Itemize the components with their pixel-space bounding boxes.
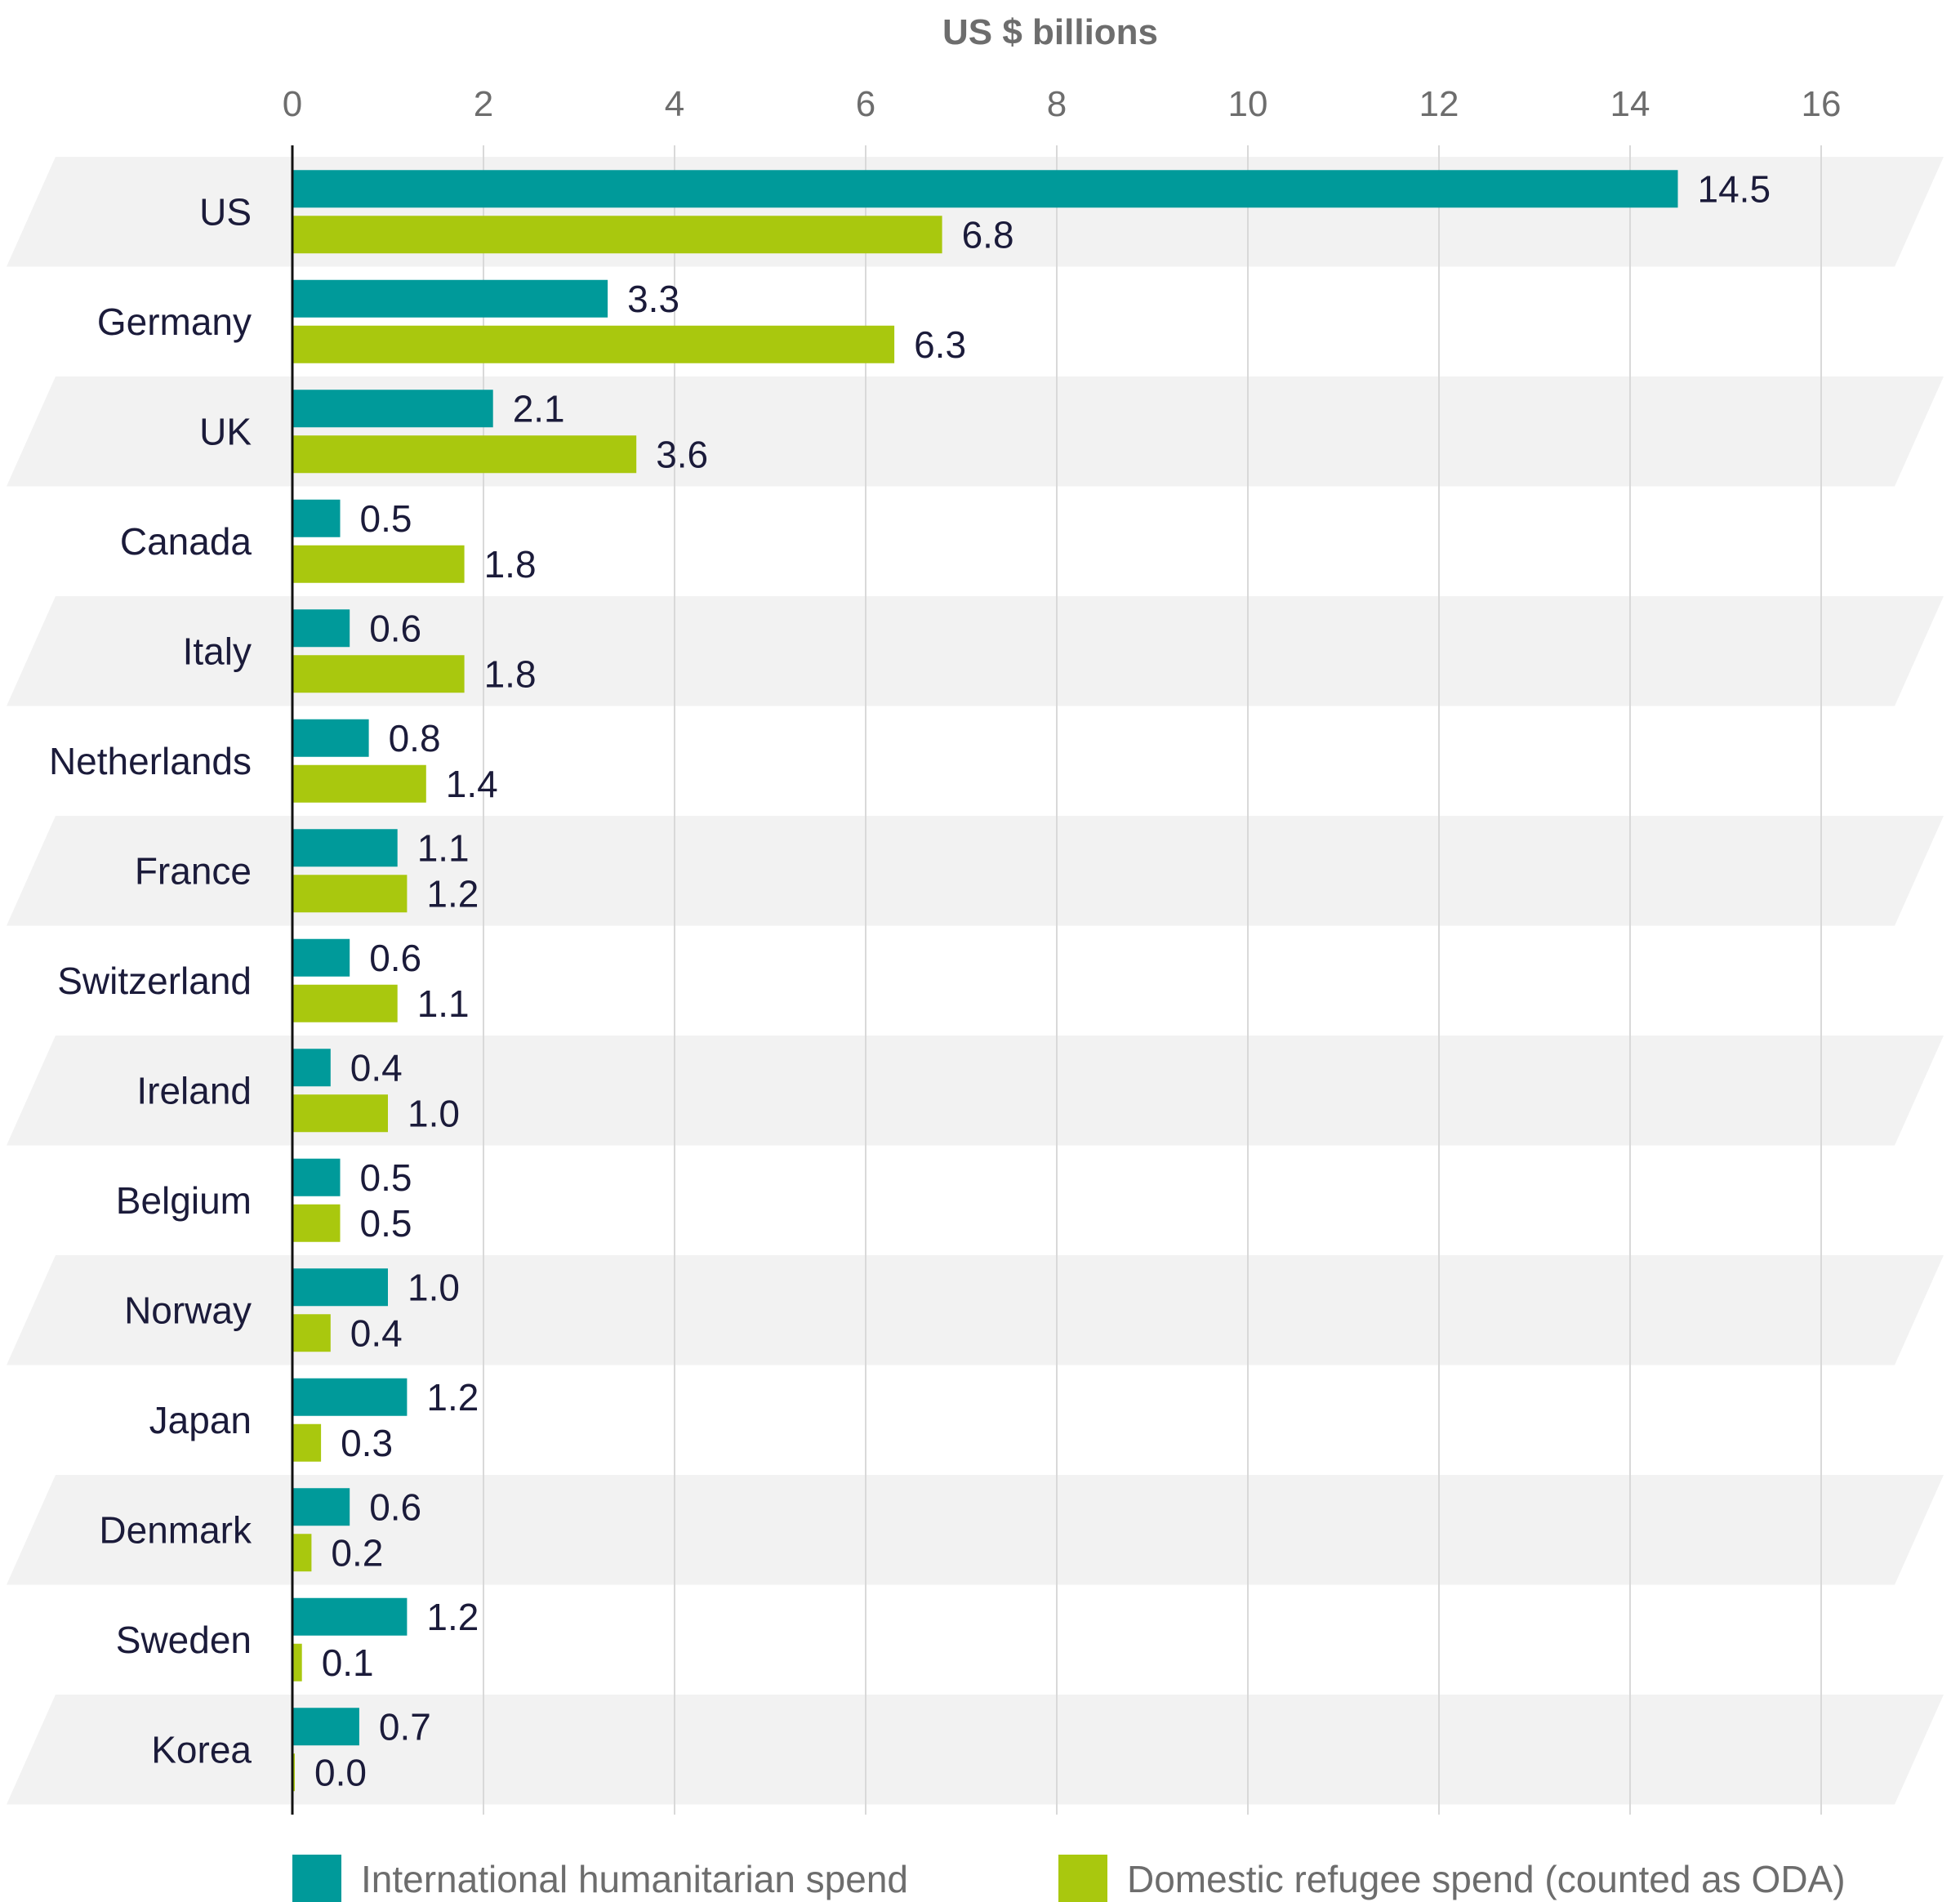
x-tick-label: 8 bbox=[1047, 84, 1067, 124]
bar bbox=[292, 609, 350, 648]
category-labels: US Germany UK Canada Italy Netherlands France S… bbox=[49, 190, 252, 1771]
data-label: 1.8 bbox=[484, 653, 537, 695]
bar bbox=[292, 655, 465, 693]
bar bbox=[292, 390, 493, 428]
x-tick-label: 6 bbox=[856, 84, 875, 124]
bar bbox=[292, 875, 408, 913]
bar bbox=[292, 1643, 302, 1682]
bar bbox=[292, 1708, 359, 1746]
x-tick-label: 0 bbox=[283, 84, 302, 124]
data-label: 0.5 bbox=[360, 1202, 412, 1245]
data-label: 0.8 bbox=[389, 717, 441, 759]
bar bbox=[292, 545, 465, 583]
category-label: US bbox=[199, 190, 252, 233]
data-label: 0.1 bbox=[322, 1641, 374, 1684]
category-label: Japan bbox=[149, 1399, 252, 1441]
category-label: Denmark bbox=[99, 1508, 252, 1551]
legend-swatch bbox=[292, 1855, 341, 1902]
data-label: 3.6 bbox=[656, 433, 708, 475]
x-tick-label: 10 bbox=[1228, 84, 1268, 124]
legend: International humanitarian spend Domestic… bbox=[292, 1855, 1846, 1902]
bar bbox=[292, 938, 350, 977]
bar bbox=[292, 1049, 331, 1087]
bar bbox=[292, 1204, 341, 1242]
x-axis-title: US $ billions bbox=[942, 12, 1158, 52]
x-tick-label: 4 bbox=[665, 84, 684, 124]
data-label: 0.4 bbox=[350, 1046, 403, 1089]
data-label: 0.6 bbox=[369, 1486, 421, 1528]
row-band bbox=[7, 1255, 1944, 1365]
data-label: 1.0 bbox=[408, 1092, 460, 1134]
data-label: 6.8 bbox=[962, 213, 1014, 256]
category-label: Germany bbox=[97, 301, 252, 343]
legend-label: International humanitarian spend bbox=[361, 1858, 908, 1900]
bar bbox=[292, 829, 398, 867]
data-label: 2.1 bbox=[513, 387, 565, 430]
x-tick-label: 2 bbox=[474, 84, 493, 124]
data-label: 0.5 bbox=[360, 497, 412, 540]
data-label: 1.8 bbox=[484, 543, 537, 586]
bar bbox=[292, 1268, 388, 1307]
data-label: 1.2 bbox=[426, 1376, 479, 1419]
row-band bbox=[7, 1695, 1944, 1805]
legend-swatch bbox=[1058, 1855, 1107, 1902]
x-tick-label: 14 bbox=[1610, 84, 1650, 124]
category-label: Sweden bbox=[116, 1619, 252, 1661]
bar bbox=[292, 216, 942, 254]
category-label: Norway bbox=[124, 1289, 252, 1331]
data-label: 6.3 bbox=[914, 323, 966, 366]
bar bbox=[292, 279, 608, 318]
data-label: 0.4 bbox=[350, 1312, 403, 1354]
data-label: 1.1 bbox=[417, 826, 470, 869]
data-label: 1.0 bbox=[408, 1266, 460, 1308]
category-label: Switzerland bbox=[57, 960, 252, 1002]
bar bbox=[292, 1158, 341, 1196]
bar bbox=[292, 1597, 408, 1636]
bar bbox=[292, 1094, 388, 1133]
data-label: 0.7 bbox=[379, 1705, 431, 1748]
data-label: 0.6 bbox=[369, 607, 421, 649]
data-label: 1.2 bbox=[426, 872, 479, 915]
bar bbox=[292, 984, 398, 1022]
row-band bbox=[7, 1475, 1944, 1585]
bar bbox=[292, 1534, 312, 1572]
data-label: 1.2 bbox=[426, 1596, 479, 1638]
bar bbox=[292, 499, 341, 537]
bar bbox=[292, 719, 369, 757]
data-label: 0.5 bbox=[360, 1156, 412, 1199]
data-label: 0.6 bbox=[369, 937, 421, 979]
x-tick-label: 16 bbox=[1802, 84, 1842, 124]
row-band bbox=[7, 596, 1944, 706]
category-label: Ireland bbox=[136, 1069, 252, 1111]
bar bbox=[292, 325, 895, 363]
category-label: UK bbox=[199, 410, 252, 452]
x-axis-ticks: 0 2 4 6 8 10 12 14 16 bbox=[283, 84, 1842, 124]
x-tick-label: 12 bbox=[1419, 84, 1459, 124]
legend-label: Domestic refugee spend (counted as ODA) bbox=[1127, 1858, 1846, 1900]
bar bbox=[292, 170, 1678, 208]
bar bbox=[292, 1488, 350, 1526]
data-label: 0.3 bbox=[341, 1422, 393, 1464]
data-label: 3.3 bbox=[627, 278, 679, 320]
bar bbox=[292, 435, 637, 474]
bars: 14.5 6.8 3.3 6.3 2.1 3.6 0.5 1.8 0.6 1.8 0.81.4 1.1… bbox=[292, 167, 1771, 1793]
category-label: Netherlands bbox=[49, 740, 252, 782]
category-label: Korea bbox=[151, 1728, 252, 1771]
data-label: 0.2 bbox=[331, 1531, 383, 1574]
category-label: Italy bbox=[183, 630, 252, 672]
bar bbox=[292, 764, 426, 803]
category-label: France bbox=[135, 849, 252, 892]
bar bbox=[292, 1423, 322, 1462]
data-label: 14.5 bbox=[1698, 167, 1771, 210]
bar bbox=[292, 1378, 408, 1416]
data-label: 1.1 bbox=[417, 982, 470, 1025]
row-band bbox=[7, 1036, 1944, 1146]
row-band bbox=[7, 816, 1944, 926]
data-label: 1.4 bbox=[446, 763, 498, 805]
data-label: 0.0 bbox=[314, 1751, 367, 1793]
bar bbox=[292, 1314, 331, 1352]
category-label: Canada bbox=[120, 520, 252, 563]
category-label: Belgium bbox=[116, 1179, 252, 1222]
